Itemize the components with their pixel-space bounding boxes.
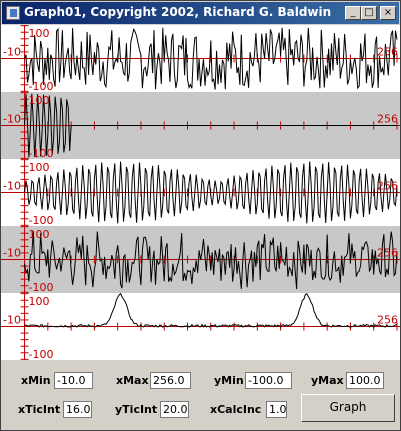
x-min-label: -10 — [3, 247, 21, 260]
x-min-label: -10 — [3, 113, 21, 126]
y-max-label: 100 — [29, 94, 50, 107]
x-min-label: -10 — [3, 314, 21, 327]
xcalcinc-label: xCalcInc — [210, 403, 262, 416]
java-app-icon — [6, 6, 20, 20]
xcalcinc-field[interactable]: 1.0 — [266, 401, 287, 418]
x-max-label: 256 — [377, 247, 398, 260]
x-min-label: -10 — [3, 46, 21, 59]
y-min-label: -100 — [29, 348, 54, 361]
x-min-label: -10 — [3, 180, 21, 193]
graph-button[interactable]: Graph — [301, 394, 395, 422]
signal-trace — [24, 93, 397, 158]
xmin-field[interactable]: -10.0 — [54, 372, 93, 389]
ymin-label: yMin — [214, 374, 244, 387]
signal-trace — [24, 292, 398, 328]
title-bar[interactable]: Graph01, Copyright 2002, Richard G. Bald… — [2, 2, 399, 24]
ymax-field[interactable]: 100.0 — [346, 372, 384, 389]
x-max-label: 256 — [377, 113, 398, 126]
xmax-label: xMax — [116, 374, 149, 387]
ymin-field[interactable]: -100.0 — [245, 372, 292, 389]
y-min-label: -100 — [29, 281, 54, 294]
window-title: Graph01, Copyright 2002, Richard G. Bald… — [24, 5, 332, 19]
y-min-label: -100 — [29, 147, 54, 160]
control-panel: xMin -10.0 xMax 256.0 yMin -100.0 yMax 1… — [5, 365, 397, 427]
close-button[interactable]: × — [380, 6, 396, 20]
y-max-label: 100 — [29, 161, 50, 174]
x-max-label: 256 — [377, 180, 398, 193]
signal-trace — [24, 161, 398, 224]
signal-trace — [24, 27, 398, 90]
y-min-label: -100 — [29, 214, 54, 227]
y-max-label: 100 — [29, 228, 50, 241]
y-max-label: 100 — [29, 27, 50, 40]
y-min-label: -100 — [29, 80, 54, 93]
yticint-label: yTicInt — [115, 403, 158, 416]
xticint-label: xTicInt — [18, 403, 61, 416]
signal-trace — [24, 230, 398, 290]
x-max-label: 256 — [377, 46, 398, 59]
xmin-label: xMin — [21, 374, 51, 387]
xmax-field[interactable]: 256.0 — [150, 372, 191, 389]
maximize-button[interactable]: □ — [361, 6, 377, 20]
yticint-field[interactable]: 20.0 — [160, 401, 189, 418]
ymax-label: yMax — [311, 374, 344, 387]
xticint-field[interactable]: 16.0 — [63, 401, 92, 418]
minimize-button[interactable]: _ — [345, 6, 361, 20]
x-max-label: 256 — [377, 314, 398, 327]
y-max-label: 100 — [29, 295, 50, 308]
